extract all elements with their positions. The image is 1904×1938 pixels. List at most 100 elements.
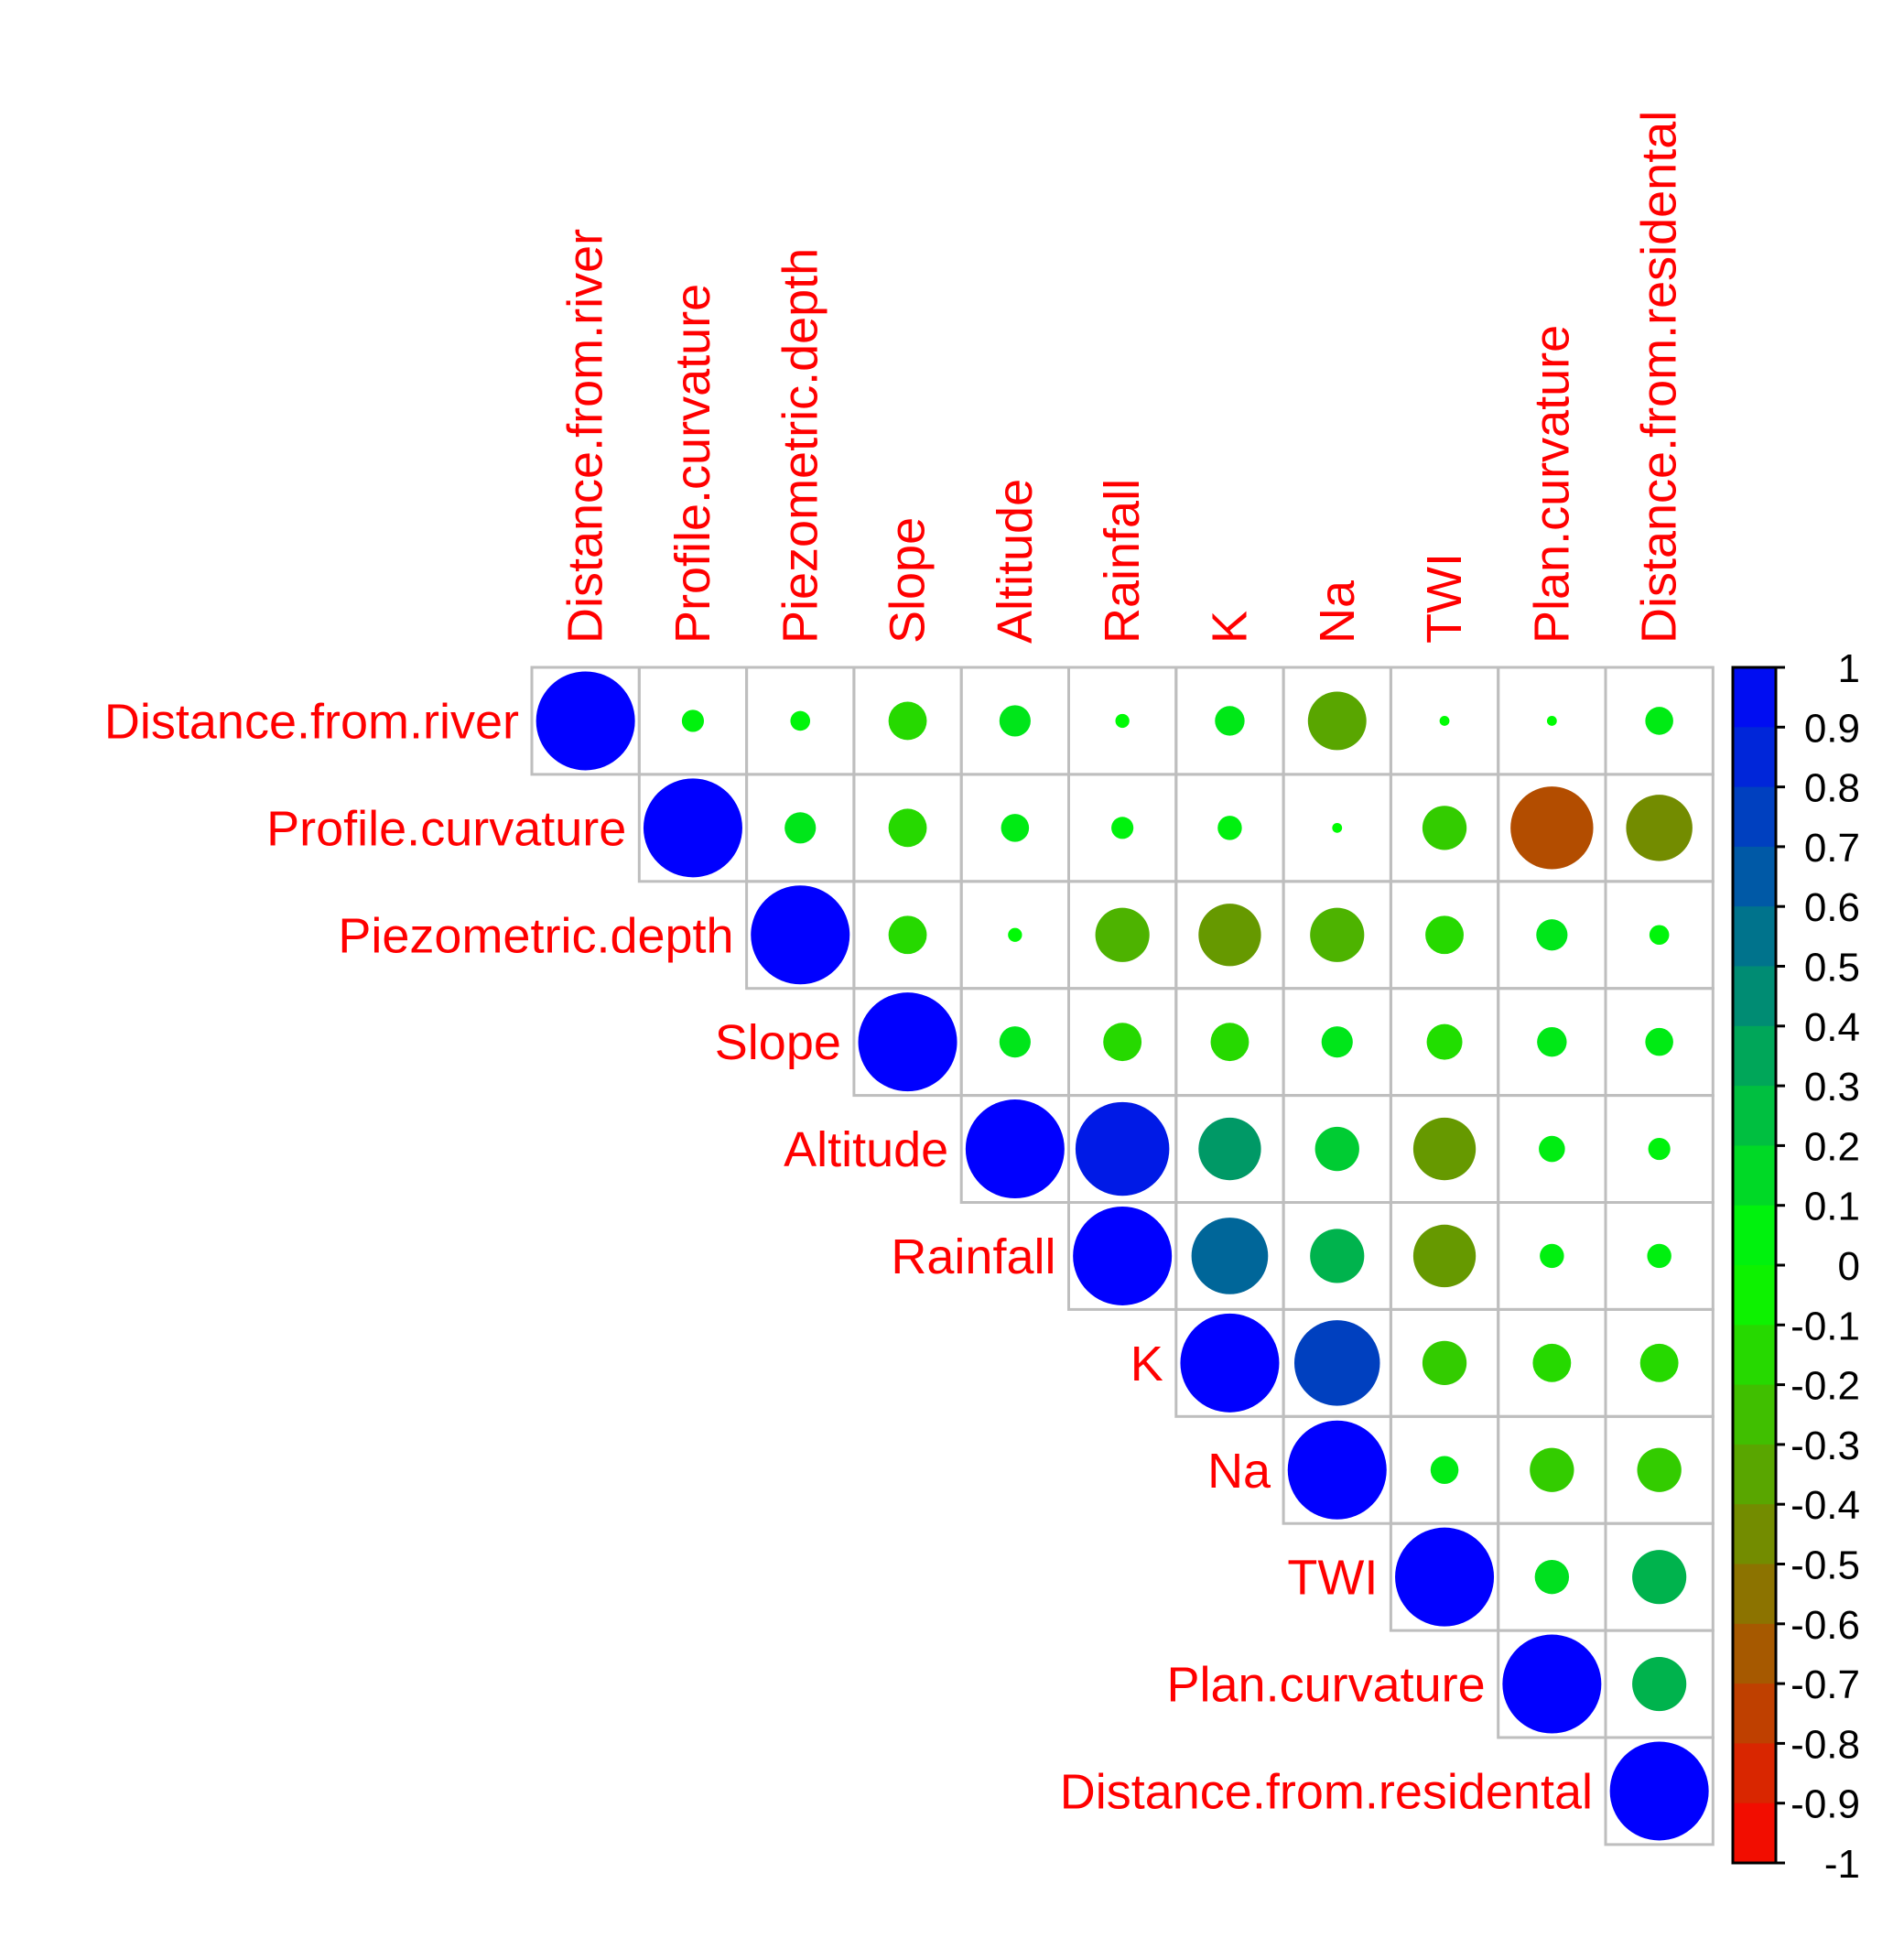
corr-circle-Piezometric.depth-TWI <box>1425 915 1464 955</box>
column-label: Plan.curvature <box>1524 325 1579 644</box>
column-label: TWI <box>1417 553 1472 644</box>
colorbar-tick-label: 0.8 <box>1804 766 1860 811</box>
corr-circle-K-Plan.curvature <box>1532 1343 1572 1382</box>
row-label: Na <box>1207 1444 1271 1499</box>
colorbar-segment <box>1733 1384 1776 1445</box>
column-label: Distance.from.residental <box>1632 111 1687 644</box>
row-label: Distance.from.river <box>104 694 519 749</box>
corr-circle-Distance.from.residental-Distance.from.residental <box>1609 1741 1709 1841</box>
corr-circle-Profile.curvature-Altitude <box>1001 814 1030 842</box>
corr-circle-K-Na <box>1293 1320 1380 1406</box>
grid-cell <box>1604 1736 1715 1846</box>
corr-circle-Distance.from.river-Na <box>1307 691 1367 751</box>
colorbar-tick-label: 0.9 <box>1804 706 1860 751</box>
colorbar-segment <box>1733 1564 1776 1625</box>
corr-circle-Piezometric.depth-K <box>1198 904 1261 967</box>
corr-circle-Altitude-TWI <box>1412 1117 1477 1181</box>
colorbar-tick-label: -0.5 <box>1790 1543 1860 1588</box>
corr-circle-Profile.curvature-Plan.curvature <box>1510 786 1594 870</box>
circle-layer <box>536 671 1709 1841</box>
corr-circle-Profile.curvature-Na <box>1332 822 1343 833</box>
corr-circle-Profile.curvature-K <box>1217 816 1242 840</box>
corr-circle-Distance.from.river-Profile.curvature <box>681 709 705 732</box>
column-label: Piezometric.depth <box>773 248 828 644</box>
colorbar-segment <box>1733 1145 1776 1207</box>
colorbar-segment <box>1733 1623 1776 1684</box>
column-label: Distance.from.river <box>558 229 613 644</box>
corr-circle-Slope-Distance.from.residental <box>1645 1027 1673 1056</box>
colorbar-tick-label: 0 <box>1838 1244 1860 1289</box>
corr-circle-Na-Na <box>1287 1420 1387 1520</box>
corr-circle-Profile.curvature-Distance.from.residental <box>1626 795 1693 861</box>
corr-circle-Distance.from.river-Rainfall <box>1115 713 1130 729</box>
corr-circle-Piezometric.depth-Plan.curvature <box>1536 919 1568 951</box>
corr-circle-Piezometric.depth-Piezometric.depth <box>751 885 850 985</box>
colorbar-tick-label: -1 <box>1824 1842 1860 1887</box>
row-label: Profile.curvature <box>266 801 626 856</box>
corr-circle-TWI-Plan.curvature <box>1534 1559 1570 1595</box>
colorbar-tick-label: 0.3 <box>1804 1065 1860 1110</box>
corr-circle-Slope-Altitude <box>999 1026 1031 1058</box>
column-label: Slope <box>881 517 936 644</box>
colorbar-segment <box>1733 1684 1776 1744</box>
corr-circle-Profile.curvature-Piezometric.depth <box>784 812 817 844</box>
corr-circle-Altitude-Rainfall <box>1075 1101 1170 1196</box>
corr-circle-K-TWI <box>1422 1340 1467 1385</box>
corr-circle-Na-Plan.curvature <box>1530 1447 1574 1492</box>
colorbar-segment <box>1733 1743 1776 1804</box>
corr-circle-Rainfall-K <box>1191 1218 1269 1294</box>
corr-circle-Rainfall-Plan.curvature <box>1540 1243 1564 1269</box>
colorbar-segment <box>1733 667 1776 728</box>
corr-circle-Distance.from.river-Altitude <box>999 705 1031 737</box>
colorbar-segment <box>1733 1504 1776 1565</box>
row-label: Rainfall <box>891 1229 1055 1284</box>
corr-circle-Na-TWI <box>1430 1456 1459 1485</box>
colorbar-tick-label: -0.8 <box>1790 1722 1860 1767</box>
column-label: Rainfall <box>1095 479 1150 644</box>
colorbar-tick-label: -0.2 <box>1790 1364 1860 1409</box>
corr-circle-Distance.from.river-Distance.from.residental <box>1645 707 1673 735</box>
corr-circle-Profile.curvature-Rainfall <box>1111 817 1134 839</box>
corr-circle-Distance.from.river-Distance.from.river <box>536 671 635 771</box>
corr-circle-K-Distance.from.residental <box>1639 1343 1679 1382</box>
colorbar-segment <box>1733 1803 1776 1864</box>
colorbar-tick-label: 0.5 <box>1804 946 1860 991</box>
colorbar-tick-label: -0.9 <box>1790 1782 1860 1827</box>
corr-circle-Altitude-Plan.curvature <box>1539 1135 1565 1163</box>
row-label: Piezometric.depth <box>338 908 733 963</box>
grid-layer <box>530 666 1715 1846</box>
corr-circle-Altitude-Distance.from.residental <box>1648 1137 1671 1161</box>
corr-circle-Slope-TWI <box>1426 1023 1463 1060</box>
corr-circle-Slope-Na <box>1321 1026 1353 1058</box>
row-label: Plan.curvature <box>1167 1658 1486 1713</box>
colorbar-tick-label: 0.1 <box>1804 1185 1860 1229</box>
colorbar-tick-label: -0.3 <box>1790 1424 1860 1468</box>
colorbar-segment <box>1733 846 1776 907</box>
colorbar-tick-label: -0.6 <box>1790 1603 1860 1648</box>
colorbar-tick-label: 0.6 <box>1804 885 1860 930</box>
colorbar-tick-label: 0.7 <box>1804 826 1860 871</box>
corr-circle-Distance.from.river-Plan.curvature <box>1546 716 1557 726</box>
colorbar-tick-label: -0.1 <box>1790 1304 1860 1348</box>
corr-circle-Distance.from.river-Piezometric.depth <box>790 710 811 731</box>
colorbar-tick-label: 0.4 <box>1804 1005 1860 1050</box>
colorbar-segment <box>1733 1086 1776 1146</box>
corr-circle-Rainfall-Rainfall <box>1073 1206 1173 1305</box>
column-label: K <box>1202 611 1257 644</box>
row-label: Distance.from.residental <box>1060 1764 1593 1819</box>
colorbar-segment <box>1733 906 1776 968</box>
corr-circle-Distance.from.river-TWI <box>1439 716 1450 726</box>
corr-circle-Rainfall-Na <box>1310 1229 1365 1283</box>
corr-circle-Rainfall-Distance.from.residental <box>1647 1243 1671 1269</box>
corr-circle-Profile.curvature-Profile.curvature <box>643 778 742 878</box>
colorbar: 1 0.9 0.8 0.7 0.6 0.5 0.4 0.3 0.2 0.1 0 -0.1 -0.2 -0.… <box>1731 646 1860 1887</box>
corr-circle-Slope-Plan.curvature <box>1537 1026 1567 1057</box>
column-label: Na <box>1310 579 1365 644</box>
colorbar-tick-label: -0.4 <box>1790 1483 1860 1528</box>
corr-circle-Piezometric.depth-Rainfall <box>1095 907 1150 962</box>
colorbar-tick-label: 1 <box>1838 646 1860 691</box>
corr-circle-Piezometric.depth-Distance.from.residental <box>1649 925 1670 946</box>
corr-circle-Na-Distance.from.residental <box>1637 1447 1682 1492</box>
row-label: Slope <box>715 1015 841 1070</box>
